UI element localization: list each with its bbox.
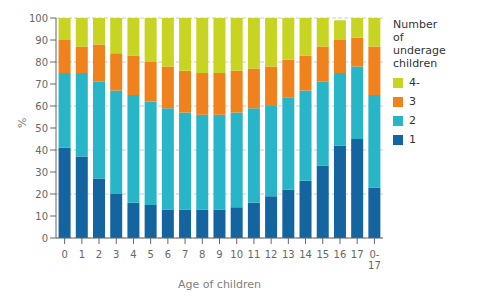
svg-text:10: 10 bbox=[35, 211, 48, 222]
svg-text:50: 50 bbox=[35, 123, 48, 134]
html-text:4-: 4- bbox=[409, 76, 420, 89]
html-text:of: of bbox=[393, 31, 404, 44]
svg-text:5: 5 bbox=[147, 249, 153, 260]
svg-text:90: 90 bbox=[35, 35, 48, 46]
svg-text:15: 15 bbox=[316, 249, 329, 260]
svg-text:9: 9 bbox=[216, 249, 222, 260]
svg-text:8: 8 bbox=[199, 249, 205, 260]
svg-text:10: 10 bbox=[230, 249, 243, 260]
html-text:underage: underage bbox=[393, 44, 446, 57]
svg-text:0-17: 0-17 bbox=[368, 249, 381, 271]
svg-text:0: 0 bbox=[42, 233, 48, 244]
svg-text:70: 70 bbox=[35, 79, 48, 90]
svg-text:1: 1 bbox=[79, 249, 85, 260]
svg-text:12: 12 bbox=[265, 249, 278, 260]
svg-text:4: 4 bbox=[130, 249, 136, 260]
svg-text:40: 40 bbox=[35, 145, 48, 156]
svg-text:30: 30 bbox=[35, 167, 48, 178]
svg-text:100: 100 bbox=[29, 13, 48, 24]
svg-text:3: 3 bbox=[113, 249, 119, 260]
svg-text:%: % bbox=[16, 118, 29, 128]
html-text:children: children bbox=[393, 57, 438, 70]
svg-text:14: 14 bbox=[299, 249, 312, 260]
html-text:1: 1 bbox=[409, 133, 416, 146]
html-text:Number: Number bbox=[393, 18, 438, 31]
svg-text:80: 80 bbox=[35, 57, 48, 68]
svg-text:0: 0 bbox=[61, 249, 67, 260]
svg-text:11: 11 bbox=[248, 249, 261, 260]
html-text:2: 2 bbox=[409, 114, 416, 127]
svg-text:60: 60 bbox=[35, 101, 48, 112]
html-text:3: 3 bbox=[409, 95, 416, 108]
svg-text:13: 13 bbox=[282, 249, 295, 260]
svg-text:6: 6 bbox=[165, 249, 171, 260]
svg-text:Age of children: Age of children bbox=[178, 278, 261, 291]
svg-text:7: 7 bbox=[182, 249, 188, 260]
svg-text:17: 17 bbox=[351, 249, 364, 260]
svg-text:16: 16 bbox=[334, 249, 347, 260]
svg-text:20: 20 bbox=[35, 189, 48, 200]
svg-text:2: 2 bbox=[96, 249, 102, 260]
